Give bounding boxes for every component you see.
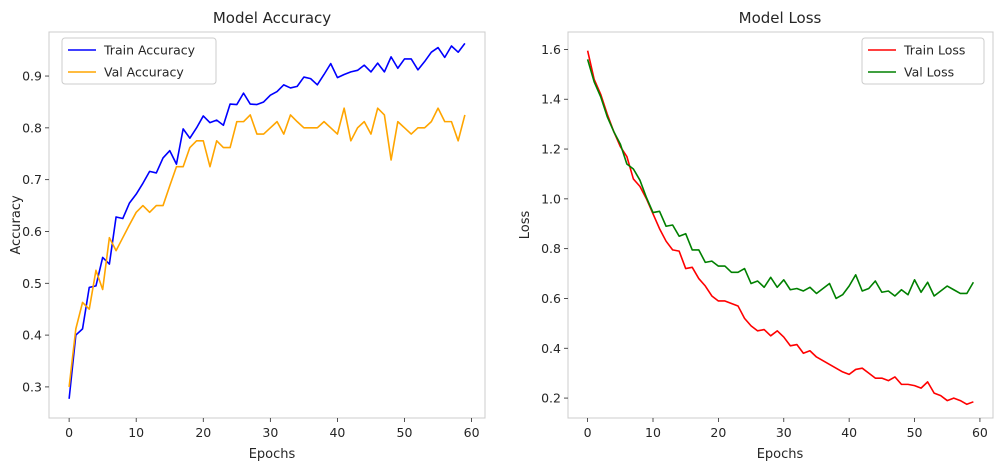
accuracy-x-ticks: 0 10 20 30 40 50 60 xyxy=(65,418,480,440)
train-loss-legend-label: Train Loss xyxy=(903,43,965,58)
loss-lines xyxy=(586,50,975,406)
accuracy-y-tick-label: 0.7 xyxy=(22,172,42,187)
loss-y-tick-label: 0.6 xyxy=(541,291,561,306)
accuracy-plot: Model Accuracy Epochs Accuracy 0 10 20 30 40… xyxy=(9,9,486,462)
train-accuracy-line xyxy=(68,42,466,399)
loss-y-tick-label: 1.0 xyxy=(541,191,561,206)
accuracy-x-tick-label: 40 xyxy=(329,425,345,440)
accuracy-legend: Train Accuracy Val Accuracy xyxy=(61,37,217,85)
accuracy-y-ticks: 0.3 0.4 0.5 0.6 0.7 0.8 0.9 xyxy=(22,69,49,394)
loss-y-tick-label: 0.4 xyxy=(541,341,561,356)
loss-y-tick-label: 1.4 xyxy=(541,92,561,107)
loss-x-tick-label: 30 xyxy=(776,425,792,440)
accuracy-plot-frame xyxy=(48,31,486,419)
val-accuracy-line xyxy=(68,107,466,388)
accuracy-x-tick-label: 50 xyxy=(397,425,413,440)
loss-x-tick-label: 60 xyxy=(972,425,988,440)
accuracy-lines xyxy=(68,42,466,399)
loss-y-tick-label: 1.6 xyxy=(541,42,561,57)
accuracy-y-tick-label: 0.5 xyxy=(22,276,42,291)
val-loss-line xyxy=(586,59,975,300)
accuracy-x-tick-label: 20 xyxy=(195,425,211,440)
accuracy-y-tick-label: 0.3 xyxy=(22,379,42,394)
loss-y-tick-label: 0.2 xyxy=(541,391,561,406)
loss-plot-frame xyxy=(567,31,994,419)
loss-chart-title: Model Loss xyxy=(739,9,822,27)
loss-x-tick-label: 10 xyxy=(645,425,661,440)
accuracy-y-tick-label: 0.6 xyxy=(22,224,42,239)
loss-x-tick-label: 0 xyxy=(584,425,592,440)
accuracy-x-tick-label: 10 xyxy=(128,425,144,440)
loss-x-tick-label: 50 xyxy=(907,425,923,440)
loss-x-tick-label: 40 xyxy=(841,425,857,440)
accuracy-y-tick-label: 0.4 xyxy=(22,328,42,343)
accuracy-x-tick-label: 30 xyxy=(262,425,278,440)
accuracy-y-axis-label: Accuracy xyxy=(9,195,24,255)
loss-legend: Train Loss Val Loss xyxy=(861,37,985,85)
loss-y-axis-label: Loss xyxy=(518,211,533,240)
loss-plot: Model Loss Epochs Loss 0 10 20 30 40 50 60 0.2… xyxy=(518,9,994,462)
accuracy-y-tick-label: 0.9 xyxy=(22,69,42,84)
loss-y-tick-label: 0.8 xyxy=(541,241,561,256)
accuracy-x-tick-label: 0 xyxy=(65,425,73,440)
loss-x-tick-label: 20 xyxy=(710,425,726,440)
loss-x-axis-label: Epochs xyxy=(757,447,804,462)
val-accuracy-legend-label: Val Accuracy xyxy=(104,65,184,80)
accuracy-y-tick-label: 0.8 xyxy=(22,120,42,135)
accuracy-x-axis-label: Epochs xyxy=(249,447,296,462)
loss-x-ticks: 0 10 20 30 40 50 60 xyxy=(584,418,988,440)
accuracy-legend-box xyxy=(61,37,217,85)
accuracy-x-tick-label: 60 xyxy=(464,425,480,440)
val-loss-legend-label: Val Loss xyxy=(904,65,954,80)
loss-y-ticks: 0.2 0.4 0.6 0.8 1.0 1.2 1.4 1.6 xyxy=(541,42,568,406)
loss-y-tick-label: 1.2 xyxy=(541,142,561,157)
accuracy-chart-title: Model Accuracy xyxy=(213,9,331,27)
train-accuracy-legend-label: Train Accuracy xyxy=(103,43,196,58)
